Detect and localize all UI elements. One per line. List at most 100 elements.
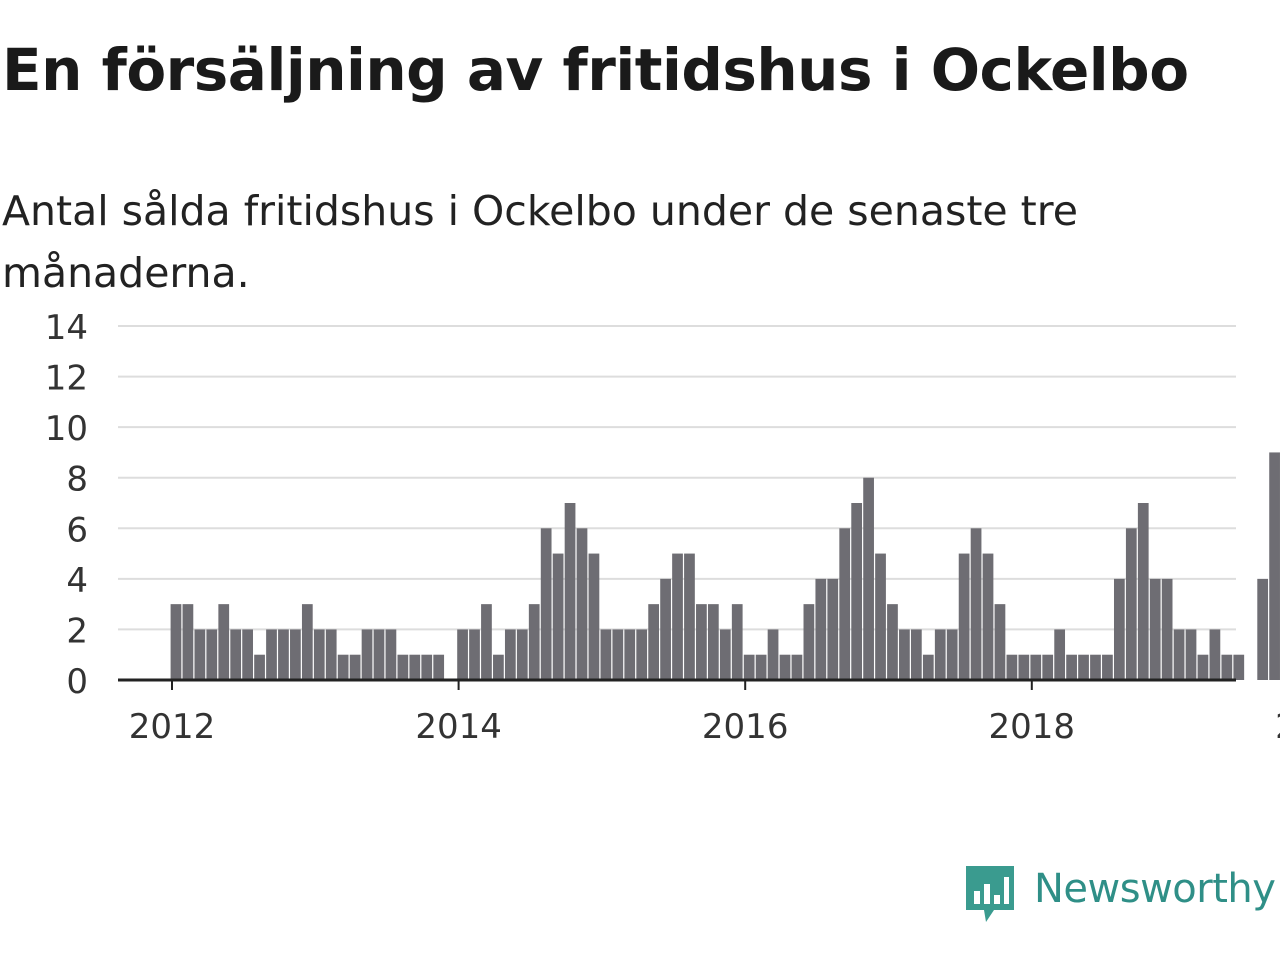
- bar: [910, 629, 922, 680]
- bar: [516, 629, 528, 680]
- bar: [218, 604, 230, 680]
- x-tick-label: 2014: [415, 707, 502, 747]
- newsworthy-bar-icon: [966, 866, 1014, 922]
- bar: [1030, 654, 1042, 680]
- bar: [421, 654, 433, 680]
- bar: [242, 629, 253, 680]
- bar: [206, 629, 218, 680]
- bar: [457, 629, 468, 680]
- bar: [851, 503, 863, 680]
- bar: [982, 553, 994, 680]
- bar: [755, 654, 767, 680]
- y-axis-ticks: 0 2 4 6 8 10 12 14: [45, 308, 88, 702]
- y-tick-label: 4: [66, 561, 88, 601]
- bar: [922, 654, 934, 680]
- bar: [1006, 654, 1018, 680]
- bar: [815, 578, 827, 680]
- bar: [1054, 629, 1066, 680]
- bar: [1137, 503, 1149, 680]
- bar: [899, 629, 910, 680]
- x-tick-label: 2020: [1275, 707, 1280, 747]
- bar: [887, 604, 898, 680]
- bar: [1161, 578, 1173, 680]
- y-tick-label: 0: [66, 662, 88, 702]
- bar: [1221, 654, 1233, 680]
- bar: [731, 604, 743, 680]
- bar: [1018, 654, 1030, 680]
- bar: [684, 553, 695, 680]
- bar: [349, 654, 361, 680]
- bar: [1173, 629, 1185, 680]
- x-tick-label: 2012: [129, 707, 216, 747]
- bar: [958, 553, 970, 680]
- bar: [1149, 578, 1161, 680]
- bar: [970, 528, 982, 680]
- bar: [624, 629, 636, 680]
- bar: [612, 629, 624, 680]
- bar: [373, 629, 385, 680]
- bar: [1269, 452, 1280, 680]
- bar: [719, 629, 731, 680]
- bar: [576, 528, 588, 680]
- y-tick-label: 10: [45, 409, 88, 449]
- bar: [385, 629, 397, 680]
- bar: [1197, 654, 1209, 680]
- bar: [660, 578, 671, 680]
- bar: [827, 578, 839, 680]
- bar: [791, 654, 803, 680]
- bar: [325, 629, 337, 680]
- bar: [194, 629, 206, 680]
- bar: [600, 629, 612, 680]
- bar: [1185, 629, 1197, 680]
- bar: [696, 604, 707, 680]
- newsworthy-logo: Newsworthy: [962, 864, 1276, 928]
- bar: [636, 629, 648, 680]
- bar: [743, 654, 755, 680]
- bar: [313, 629, 325, 680]
- grid-lines: [118, 325, 1236, 631]
- y-tick-label: 12: [45, 359, 88, 399]
- bar: [397, 654, 409, 680]
- bar: [301, 604, 313, 680]
- bar: [707, 604, 719, 680]
- bar: [1042, 654, 1054, 680]
- bar: [540, 528, 552, 680]
- bar: [1209, 629, 1221, 680]
- bar: [433, 654, 445, 680]
- bar: [994, 604, 1006, 680]
- bar: [528, 604, 540, 680]
- bar: [230, 629, 242, 680]
- bar: [875, 553, 886, 680]
- y-tick-label: 2: [66, 611, 88, 651]
- bar: [1090, 654, 1101, 680]
- bar: [254, 654, 265, 680]
- bar: [182, 604, 194, 680]
- y-tick-label: 6: [66, 510, 88, 550]
- bar: [504, 629, 516, 680]
- y-tick-label: 8: [66, 460, 88, 500]
- bar: [946, 629, 958, 680]
- chart-subtitle: Antal sålda fritidshus i Ockelbo under d…: [2, 187, 1078, 297]
- bar: [170, 604, 182, 680]
- bar: [1257, 578, 1269, 680]
- bar: [648, 604, 660, 680]
- bar: [493, 654, 504, 680]
- x-tick-label: 2016: [702, 707, 789, 747]
- bar: [361, 629, 373, 680]
- chart-title: En försäljning av fritidshus i Ockelbo: [2, 36, 1189, 104]
- bar: [564, 503, 576, 680]
- bar: [1066, 654, 1077, 680]
- bar: [1102, 654, 1113, 680]
- bar: [278, 629, 289, 680]
- brand-name: Newsworthy: [1034, 866, 1276, 912]
- x-axis: 20122014201620182020202220242026: [118, 678, 1280, 747]
- y-tick-label: 14: [45, 308, 88, 348]
- bar: [290, 629, 301, 680]
- bar: [672, 553, 683, 680]
- bar: [266, 629, 277, 680]
- bar: [552, 553, 564, 680]
- bar: [803, 604, 815, 680]
- bar: [337, 654, 349, 680]
- bar: [588, 553, 600, 680]
